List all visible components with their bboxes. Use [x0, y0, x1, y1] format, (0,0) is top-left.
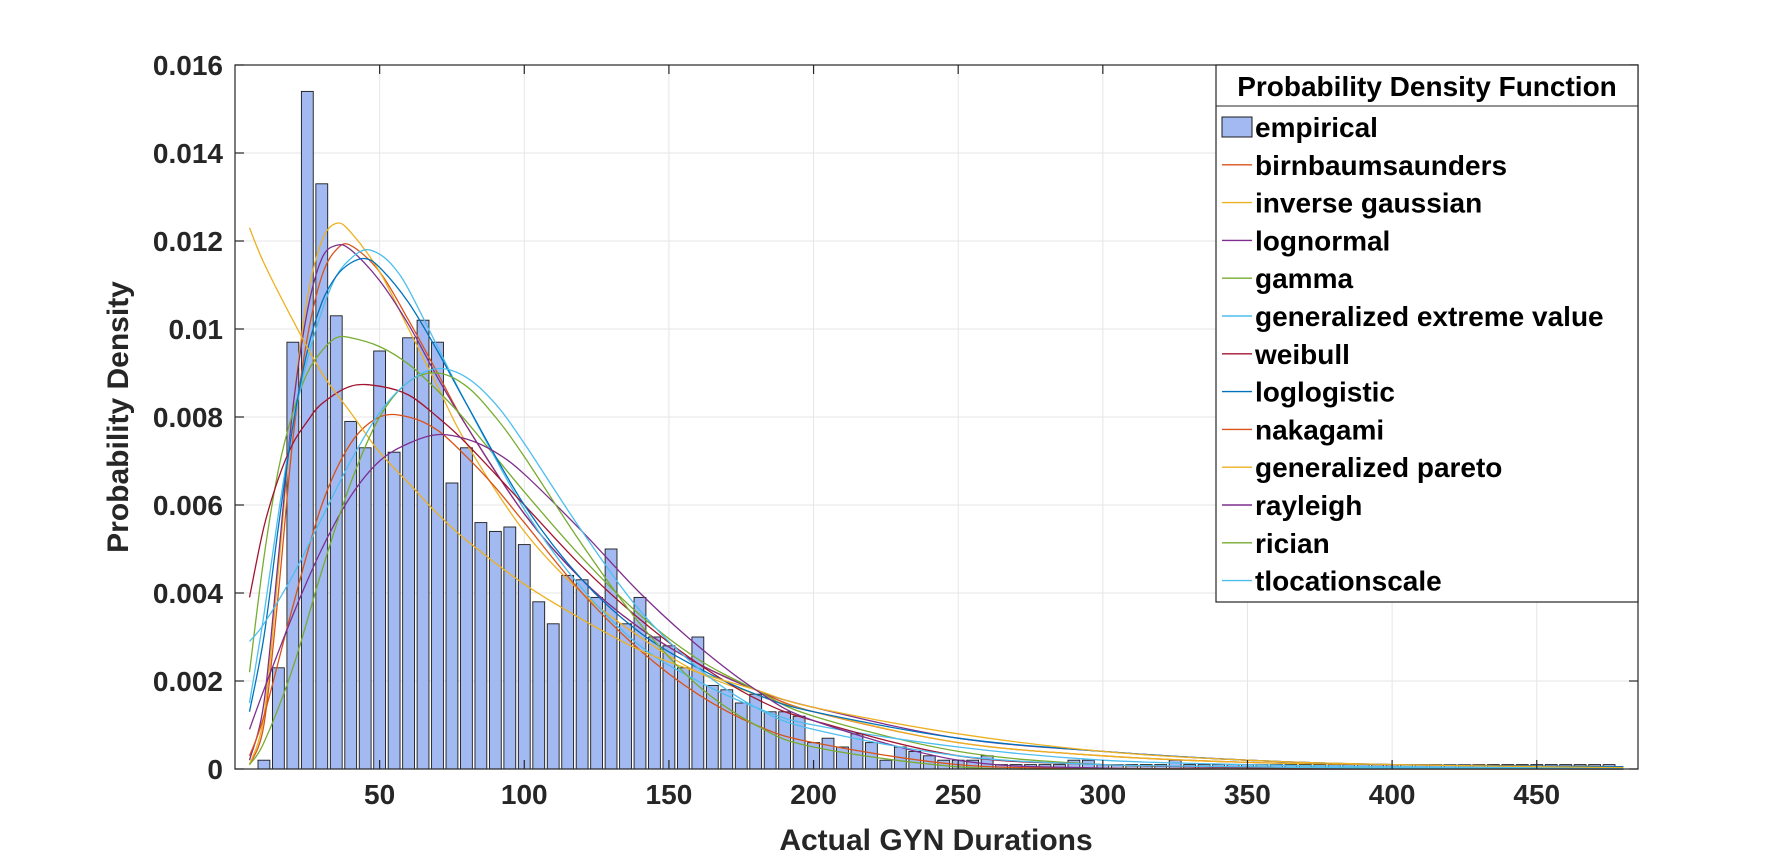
x-axis-label: Actual GYN Durations	[779, 824, 1092, 856]
x-tick-label: 200	[790, 779, 837, 810]
x-tick-label: 350	[1224, 779, 1271, 810]
histogram-bar	[300, 90, 314, 770]
x-tick-label: 100	[501, 779, 548, 810]
histogram-bar	[734, 702, 748, 770]
histogram-bar	[460, 447, 473, 770]
legend-label: tlocationscale	[1255, 566, 1442, 597]
legend-label: inverse gaussian	[1255, 188, 1482, 219]
histogram-bar	[575, 579, 589, 770]
fit-curve-generalized-pareto	[248, 227, 1624, 769]
histogram-bar	[358, 447, 372, 770]
x-tick-label: 450	[1513, 779, 1560, 810]
x-tick-label: 150	[646, 779, 693, 810]
legend-label: empirical	[1255, 112, 1378, 143]
legend-entry-weibull: weibull	[1222, 339, 1350, 370]
histogram-bar	[517, 544, 531, 770]
histogram-bar	[373, 350, 387, 770]
legend-label: rician	[1255, 528, 1330, 559]
fit-curve-inverse-gaussian	[248, 222, 1624, 768]
histogram-bar	[662, 645, 676, 770]
histogram-bar	[445, 482, 459, 770]
y-tick-label: 0.006	[153, 490, 223, 521]
histogram-bar	[329, 315, 343, 770]
y-tick-label: 0.01	[169, 314, 224, 345]
x-tick-label: 400	[1369, 779, 1416, 810]
histogram-bar	[503, 526, 517, 770]
y-tick-label: 0	[207, 754, 223, 785]
legend-items: empirical birnbaumsaunders inverse gaussia…	[1221, 112, 1604, 597]
legend-entry-generalized-extreme-value: generalized extreme value	[1222, 301, 1604, 332]
legend-label: gamma	[1255, 263, 1353, 294]
histogram-bar	[532, 601, 546, 770]
histogram-bar	[474, 522, 488, 770]
histogram-bar	[821, 737, 835, 770]
legend-entry-rayleigh: rayleigh	[1222, 490, 1362, 521]
histogram-bar	[257, 759, 271, 770]
legend-entry-nakagami: nakagami	[1222, 414, 1384, 445]
legend-label: rayleigh	[1255, 490, 1362, 521]
legend-entry-generalized-pareto: generalized pareto	[1222, 452, 1502, 483]
histogram-bar	[488, 530, 502, 770]
x-tick-label: 50	[364, 779, 395, 810]
x-tick-label: 300	[1079, 779, 1126, 810]
y-tick-label: 0.004	[153, 578, 223, 609]
legend-title: Probability Density Function	[1237, 71, 1617, 102]
y-axis-ticks: 0 0.002 0.004 0.006 0.008 0.01 0.012 0.014 0.016	[153, 50, 1638, 785]
histogram-bar	[720, 689, 734, 770]
y-tick-label: 0.016	[153, 50, 223, 81]
histogram-bar	[387, 451, 401, 770]
histogram-bar	[590, 596, 603, 770]
legend-entry-loglogistic: loglogistic	[1222, 377, 1395, 408]
legend-label: weibull	[1254, 339, 1350, 370]
histogram-bar	[402, 337, 415, 770]
legend-swatch	[1221, 116, 1253, 138]
histogram-bar	[431, 341, 444, 770]
histogram-bar	[677, 667, 690, 770]
histogram-bar	[1168, 759, 1182, 770]
fit-curve-tlocationscale	[248, 367, 1624, 770]
legend-entry-rician: rician	[1222, 528, 1330, 559]
histogram-bar	[604, 548, 618, 770]
legend-label: birnbaumsaunders	[1255, 150, 1507, 181]
y-tick-label: 0.012	[153, 226, 223, 257]
legend-entry-tlocationscale: tlocationscale	[1222, 566, 1442, 597]
y-tick-label: 0.002	[153, 666, 223, 697]
y-tick-label: 0.014	[153, 138, 223, 169]
histogram-bar	[836, 746, 849, 770]
legend: Probability Density Function empirical bi…	[1215, 64, 1639, 603]
x-tick-label: 250	[935, 779, 982, 810]
legend-entry-lognormal: lognormal	[1222, 225, 1390, 256]
x-axis-ticks: 50 100 150 200 250 300 350 400 450	[364, 65, 1560, 810]
histogram-bar	[879, 759, 893, 770]
legend-entry-birnbaumsaunders: birnbaumsaunders	[1222, 150, 1507, 181]
legend-box	[1215, 64, 1639, 603]
legend-label: generalized extreme value	[1255, 301, 1604, 332]
legend-entry-empirical: empirical	[1221, 112, 1378, 143]
legend-label: generalized pareto	[1255, 452, 1502, 483]
legend-label: loglogistic	[1255, 377, 1395, 408]
histogram-bar	[763, 711, 777, 770]
histogram-bar	[546, 623, 560, 770]
legend-entry-inverse-gaussian: inverse gaussian	[1222, 188, 1482, 219]
histogram-bar	[561, 574, 575, 770]
y-tick-label: 0.008	[153, 402, 223, 433]
legend-entry-gamma: gamma	[1222, 263, 1353, 294]
y-axis-label: Probability Density	[102, 281, 135, 553]
legend-label: nakagami	[1255, 414, 1384, 445]
legend-label: lognormal	[1255, 225, 1390, 256]
histogram-bar	[416, 319, 430, 770]
